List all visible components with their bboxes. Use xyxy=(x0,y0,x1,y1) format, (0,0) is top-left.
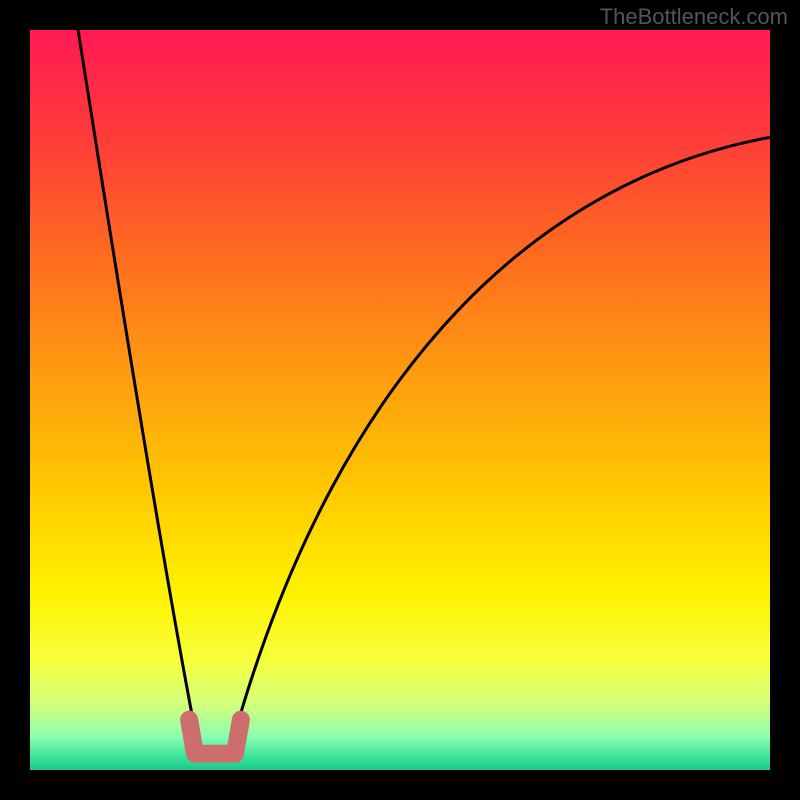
curve-layer xyxy=(30,30,770,770)
bottom-u-marker xyxy=(189,720,241,754)
plot-area xyxy=(30,30,770,770)
chart-container: TheBottleneck.com xyxy=(0,0,800,800)
watermark-text: TheBottleneck.com xyxy=(600,4,788,30)
curve-left-branch xyxy=(78,30,196,738)
curve-right-branch xyxy=(234,137,771,738)
